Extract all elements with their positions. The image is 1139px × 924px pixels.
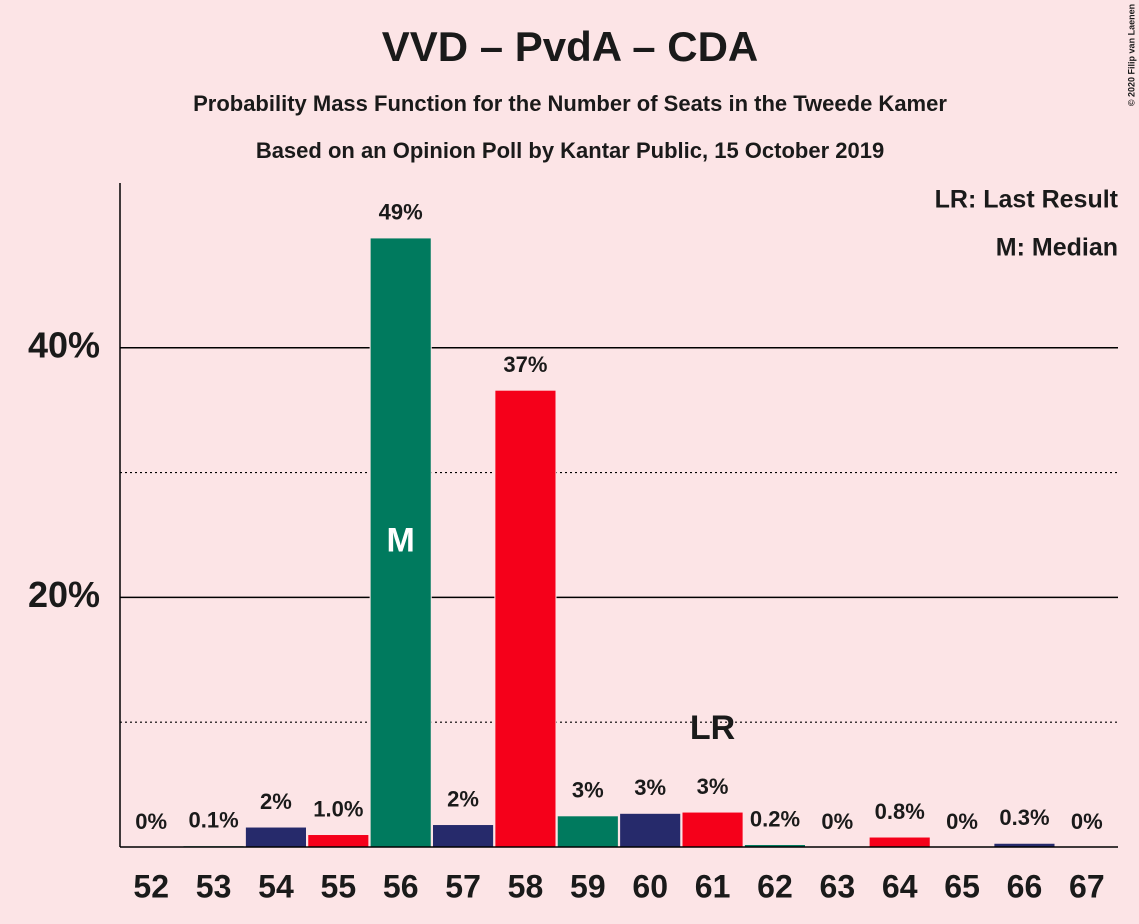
x-tick-label: 56 xyxy=(383,868,419,904)
x-tick-label: 57 xyxy=(445,868,481,904)
y-tick-label: 20% xyxy=(28,574,100,615)
value-label: 3% xyxy=(697,774,729,799)
value-label: 2% xyxy=(260,789,292,814)
value-label: 49% xyxy=(379,200,423,225)
value-label: 1.0% xyxy=(313,796,363,821)
x-tick-label: 59 xyxy=(570,868,606,904)
legend-note: M: Median xyxy=(996,234,1118,262)
value-label: 3% xyxy=(572,778,604,803)
chart-subtitle: Probability Mass Function for the Number… xyxy=(193,91,947,116)
value-label: 0.8% xyxy=(875,799,925,824)
x-tick-label: 54 xyxy=(258,868,294,904)
bar xyxy=(556,815,619,848)
chart-title: VVD – PvdA – CDA xyxy=(382,23,759,70)
value-label: 2% xyxy=(447,786,479,811)
bar xyxy=(868,836,931,848)
bar xyxy=(431,824,495,848)
annotation: LR xyxy=(690,709,735,747)
x-tick-label: 61 xyxy=(695,868,731,904)
x-tick-label: 52 xyxy=(133,868,169,904)
x-tick-label: 60 xyxy=(632,868,668,904)
bar xyxy=(619,812,682,848)
value-label: 37% xyxy=(503,352,547,377)
x-tick-label: 58 xyxy=(508,868,544,904)
annotation: M xyxy=(387,521,415,559)
x-tick-label: 66 xyxy=(1007,868,1043,904)
value-label: 0.1% xyxy=(188,808,238,833)
bar xyxy=(244,826,308,848)
bar xyxy=(307,834,370,848)
credit: © 2020 Filip van Laenen xyxy=(1126,4,1136,106)
x-tick-label: 65 xyxy=(944,868,980,904)
chart-subtitle: Based on an Opinion Poll by Kantar Publi… xyxy=(256,138,884,163)
legend-note: LR: Last Result xyxy=(935,186,1119,214)
value-label: 0% xyxy=(135,809,167,834)
x-tick-label: 53 xyxy=(196,868,232,904)
x-tick-label: 63 xyxy=(820,868,856,904)
value-label: 0% xyxy=(821,809,853,834)
value-label: 0% xyxy=(946,809,978,834)
x-tick-label: 67 xyxy=(1069,868,1105,904)
bar xyxy=(494,389,557,848)
value-label: 3% xyxy=(634,775,666,800)
x-tick-label: 62 xyxy=(757,868,793,904)
x-tick-label: 55 xyxy=(321,868,357,904)
bar xyxy=(681,811,744,848)
value-label: 0.3% xyxy=(999,805,1049,830)
x-tick-label: 64 xyxy=(882,868,918,904)
value-label: 0.2% xyxy=(750,806,800,831)
y-tick-label: 40% xyxy=(28,324,100,365)
value-label: 0% xyxy=(1071,809,1103,834)
bar xyxy=(369,237,432,848)
